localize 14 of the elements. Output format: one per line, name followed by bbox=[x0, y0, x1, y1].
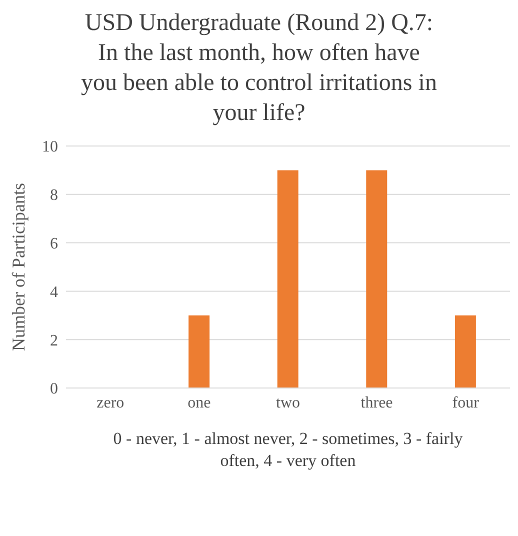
chart-title: USD Undergraduate (Round 2) Q.7: In the last month, how often have you been able to control irritations in your life? bbox=[80, 9, 438, 128]
y-tick-label: 0 bbox=[50, 380, 58, 398]
x-tick-label: zero bbox=[96, 394, 124, 412]
y-tick-label: 4 bbox=[50, 284, 58, 301]
x-tick-label: three bbox=[360, 394, 393, 412]
x-tick-label: four bbox=[452, 394, 480, 412]
y-tick-label: 6 bbox=[50, 235, 58, 252]
x-tick-label: two bbox=[276, 394, 300, 412]
y-tick-label: 10 bbox=[42, 138, 58, 156]
y-tick-label: 2 bbox=[50, 332, 58, 350]
y-axis-title: Number of Participants bbox=[8, 183, 28, 351]
x-axis-title: 0 - never, 1 - almost never, 2 - sometimes, 3 - fairly often, 4 - very often bbox=[112, 428, 464, 472]
y-tick-label: 8 bbox=[50, 187, 58, 204]
x-tick-label: one bbox=[188, 394, 211, 412]
